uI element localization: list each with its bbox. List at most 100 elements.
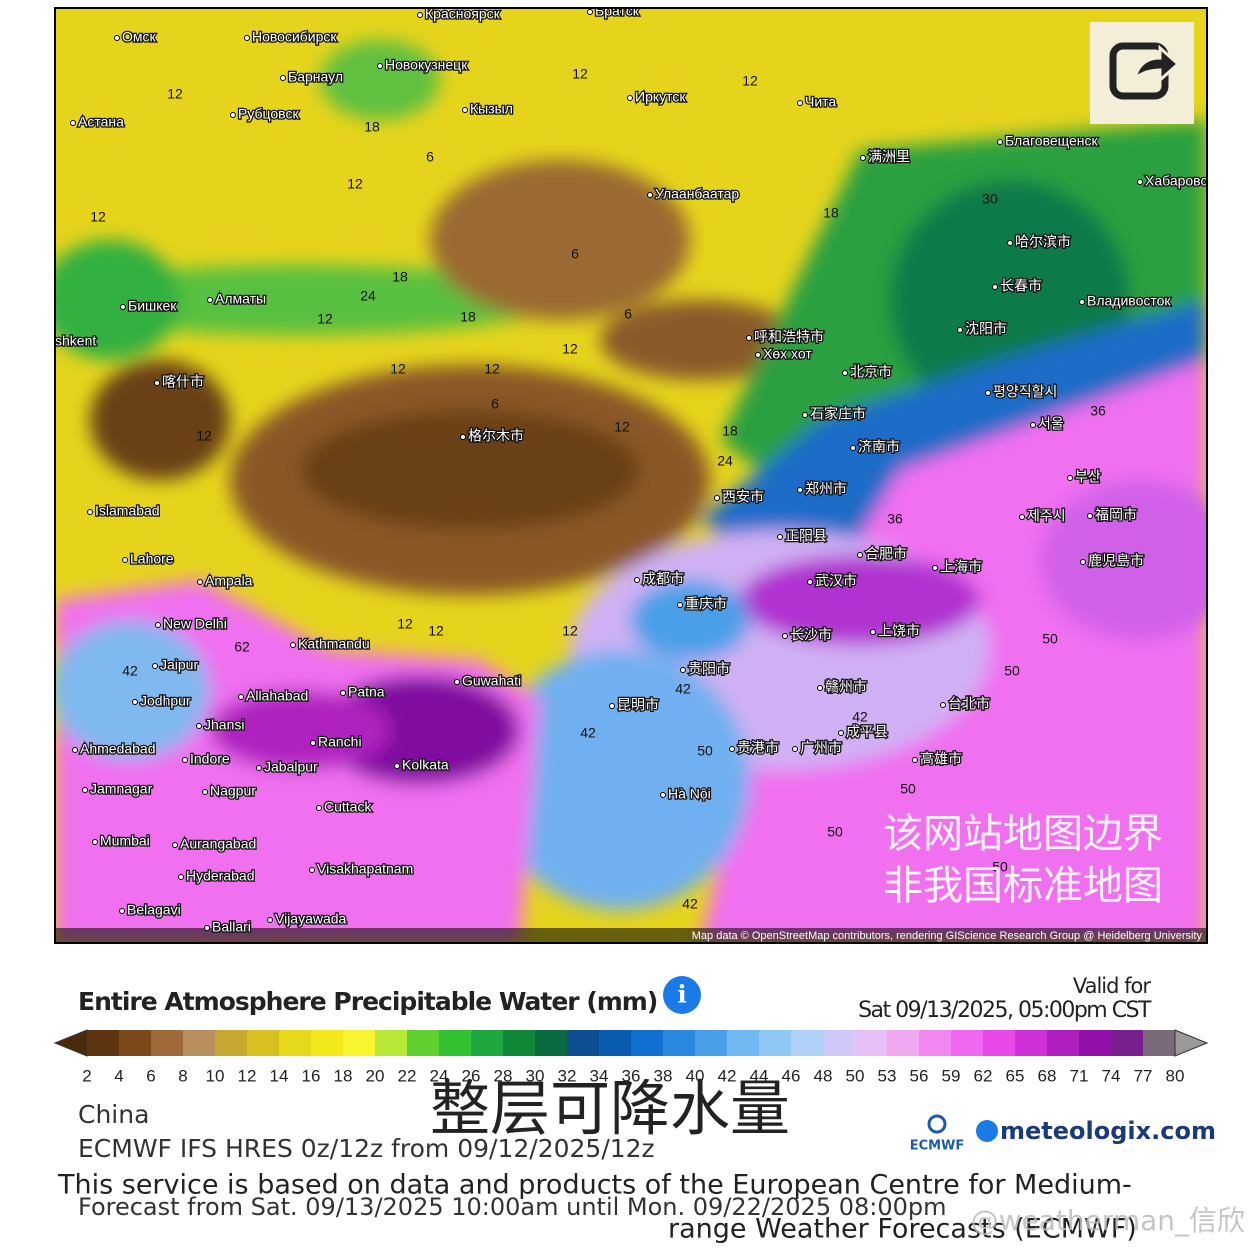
colorbar-tick-label: 14 <box>270 1066 289 1085</box>
city-label: 沈阳市 <box>965 321 1007 337</box>
colorbar-tick-label: 20 <box>366 1066 385 1085</box>
city-label: Islamabad <box>95 503 160 519</box>
map-watermark: 非我国标准地图 <box>883 863 1163 909</box>
colorbar-tick-label: 44 <box>750 1066 769 1085</box>
map: Омск Новосибирск Барнаул Новокузнецк Красноя… <box>55 6 1207 943</box>
city-label: Ranchi <box>318 734 362 750</box>
city-label: Рубцовск <box>238 106 299 122</box>
city-dot <box>797 487 803 493</box>
city-label: 부산 <box>1075 469 1101 485</box>
city-label: Patna <box>348 684 385 700</box>
share-button[interactable] <box>1090 22 1194 124</box>
city-dot <box>870 629 876 635</box>
ecmwf-label: ECMWF <box>910 1139 965 1154</box>
colorbar-tick-label: 4 <box>114 1066 123 1085</box>
city-label: 石家庄市 <box>810 406 866 422</box>
colorbar-tick-label: 22 <box>398 1066 417 1085</box>
colorbar-cell <box>1079 1030 1111 1056</box>
colorbar-tick-label: 8 <box>178 1066 187 1085</box>
city-dot <box>660 792 666 798</box>
city-dot <box>1067 475 1073 481</box>
colorbar-tick-label: 77 <box>1134 1066 1153 1085</box>
colorbar-cell <box>1047 1030 1079 1056</box>
city-label: Hà Nội <box>668 786 711 802</box>
city-label: 高雄市 <box>920 751 962 767</box>
contour-label: 36 <box>887 511 903 527</box>
model: ECMWF IFS HRES 0z/12z from 09/12/2025/12… <box>78 1134 655 1163</box>
city-label: Visakhapatnam <box>317 861 413 877</box>
city-label: 上海市 <box>940 559 982 575</box>
city-dot <box>677 602 683 608</box>
colorbar-cell <box>279 1030 311 1056</box>
city-dot <box>280 75 286 81</box>
city-label: 格尔木市 <box>468 428 524 444</box>
contour-label: 6 <box>426 149 434 165</box>
city-dot <box>912 757 918 763</box>
colorbar-cell <box>311 1030 343 1056</box>
colorbar-cell <box>375 1030 407 1056</box>
city-dot <box>316 805 322 811</box>
city-dot <box>120 304 126 310</box>
city-label: Vijayawada <box>275 911 347 927</box>
colorbar-tick-label: 28 <box>494 1066 513 1085</box>
city-dot <box>87 509 93 515</box>
city-dot <box>72 747 78 753</box>
colorbar-cell <box>663 1030 695 1056</box>
contour-label: 12 <box>572 66 588 82</box>
city-label: Астана <box>78 114 124 130</box>
city-dot <box>932 565 938 571</box>
city-label: 西安市 <box>722 489 764 505</box>
contour-label: 50 <box>900 781 916 797</box>
city-label: Cuttack <box>324 799 372 815</box>
city-label: Красноярск <box>425 6 501 22</box>
city-label: Ampala <box>205 573 253 589</box>
city-label: 福岡市 <box>1095 507 1137 523</box>
contour-label: 18 <box>460 309 476 325</box>
ecmwf-logo <box>927 1114 947 1134</box>
city-dot <box>860 155 866 161</box>
colorbar-cell <box>87 1030 119 1056</box>
city-label: Барнаул <box>288 69 343 85</box>
colorbar-tick-label: 18 <box>334 1066 353 1085</box>
contour-label: 12 <box>347 176 363 192</box>
city-dot <box>114 35 120 41</box>
city-dot <box>155 622 161 628</box>
colorbar-cell <box>439 1030 471 1056</box>
contour-label: 50 <box>992 859 1008 875</box>
contour-label: 18 <box>722 423 738 439</box>
city-label: Aurangabad <box>180 836 256 852</box>
colorbar-tick-label: 26 <box>462 1066 481 1085</box>
contour-label: 18 <box>392 269 408 285</box>
contour-label: 42 <box>122 663 138 679</box>
city-label: 上饶市 <box>878 623 920 639</box>
city-label: 满洲里 <box>868 149 910 165</box>
contour-label: 50 <box>1004 663 1020 679</box>
city-label: 서울 <box>1038 416 1064 432</box>
city-dot <box>182 757 188 763</box>
contour-label: 12 <box>614 419 630 435</box>
colorbar-cell <box>1015 1030 1047 1056</box>
city-dot <box>267 917 273 923</box>
colorbar-tick-label: 42 <box>718 1066 737 1085</box>
colorbar-cell <box>695 1030 727 1056</box>
contour-label: 12 <box>90 209 106 225</box>
city-dot <box>309 867 315 873</box>
forecast: Forecast from Sat. 09/13/2025 10:00am un… <box>78 1193 947 1221</box>
contour-label: 24 <box>717 453 733 469</box>
city-dot <box>782 633 788 639</box>
city-dot <box>1087 513 1093 519</box>
contour-label: 36 <box>1090 403 1106 419</box>
colorbar-cell <box>407 1030 439 1056</box>
city-label: Hyderabad <box>186 868 255 884</box>
city-label: Jabalpur <box>264 759 318 775</box>
colorbar-tick-label: 32 <box>558 1066 577 1085</box>
contour-label: 50 <box>827 824 843 840</box>
contour-label: 12 <box>562 623 578 639</box>
valid-label: Valid for <box>1073 974 1152 998</box>
city-label: 成都市 <box>642 571 684 587</box>
info-icon[interactable]: i <box>663 976 701 1014</box>
contour-label: 12 <box>390 361 406 377</box>
city-label: 台北市 <box>948 696 990 712</box>
legend-title: Entire Atmosphere Precipitable Water (mm… <box>78 987 657 1016</box>
